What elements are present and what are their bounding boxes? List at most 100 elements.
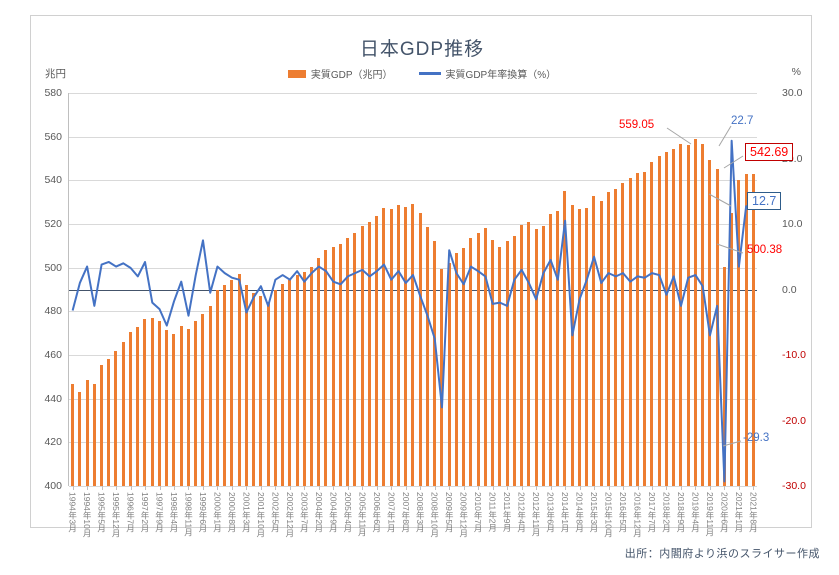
right-axis-tick-label: -20.0 <box>782 414 806 427</box>
x-axis-tick-label: 1996年7月 <box>125 492 136 533</box>
x-axis-tick-label: 2001年3月 <box>241 492 252 533</box>
bar <box>577 208 581 486</box>
bar <box>230 279 234 486</box>
x-axis-tick-mark <box>217 486 219 490</box>
gridline <box>69 136 757 138</box>
right-axis-tick-label: 10.0 <box>782 218 803 230</box>
bar <box>592 195 596 486</box>
x-axis-tick-label: 2012年11月 <box>531 492 542 537</box>
x-axis-tick-label: 2013年6月 <box>545 492 556 533</box>
x-axis-tick-mark <box>174 486 175 490</box>
bar <box>751 174 755 486</box>
x-axis-tick-mark <box>202 486 204 490</box>
x-axis-tick-label: 2015年3月 <box>589 492 600 533</box>
bar <box>411 204 415 486</box>
bar <box>360 226 364 486</box>
bar <box>476 232 480 486</box>
legend-label-line: 実質GDP年率換算（%） <box>445 70 557 81</box>
x-axis-tick-mark <box>623 486 625 490</box>
bar <box>389 208 393 486</box>
x-axis-tick-mark <box>101 486 103 490</box>
bar <box>730 213 734 486</box>
left-axis-tick-label: 420 <box>44 436 62 449</box>
x-axis-tick-label: 2010年7月 <box>473 492 484 533</box>
x-axis-tick-mark <box>116 486 118 490</box>
x-axis-tick-label: 1997年9月 <box>154 492 165 533</box>
x-axis-tick-label: 2014年1月 <box>560 492 571 533</box>
bar <box>585 207 589 486</box>
plot-area: 400 420 440 460 480 500 520 540 560 580 -30.0 -20.… <box>44 87 805 537</box>
bar <box>317 257 321 486</box>
left-axis-tick-label: 480 <box>44 305 62 318</box>
x-axis-tick-label: 2014年8月 <box>574 492 585 533</box>
bar <box>396 205 400 486</box>
chart-frame: 日本GDP推移 実質GDP（兆円） 実質GDP年率換算（%） 兆円 % 400 4… <box>30 15 812 537</box>
bar <box>527 221 531 486</box>
bar <box>99 364 103 486</box>
x-axis-tick-label: 2009年12月 <box>458 492 469 538</box>
x-axis-tick-label: 2005年4月 <box>342 492 353 533</box>
bar <box>338 243 342 486</box>
annotation-peak-gdp: 559.05 <box>619 119 655 131</box>
bar <box>194 321 198 486</box>
bar <box>288 279 292 486</box>
x-axis-tick-mark <box>289 486 291 490</box>
bar <box>310 266 313 486</box>
bar <box>223 285 227 486</box>
bar <box>744 174 748 486</box>
x-axis-tick-label: 2011年2月 <box>487 492 498 533</box>
x-axis-tick-label: 2020年6月 <box>719 492 730 533</box>
bar <box>701 144 705 486</box>
right-axis-title: % <box>791 66 801 78</box>
bar <box>737 180 741 486</box>
bar <box>266 301 270 486</box>
x-axis-tick-mark <box>246 486 248 490</box>
x-axis-tick-mark <box>72 486 74 490</box>
bar <box>628 178 632 486</box>
bar <box>215 289 219 486</box>
left-axis-title: 兆円 <box>45 68 66 80</box>
x-axis-tick-label: 2001年10月 <box>255 492 266 538</box>
bar <box>520 225 524 486</box>
x-axis-tick-label: 1999年6月 <box>197 492 208 533</box>
x-axis-tick-mark <box>434 486 436 490</box>
x-axis-tick-label: 2012年4月 <box>516 492 527 533</box>
x-axis-tick-mark <box>709 486 711 490</box>
bar <box>78 391 82 486</box>
bar <box>433 241 437 486</box>
bar <box>715 169 719 486</box>
gridline <box>69 180 757 182</box>
bar <box>462 248 466 486</box>
x-axis-tick-mark <box>565 486 567 490</box>
bar <box>346 238 350 486</box>
x-axis-tick-mark <box>304 486 306 490</box>
x-axis-tick-mark <box>318 486 320 490</box>
annotation-trough-gdp: 500.38 <box>747 244 783 256</box>
x-axis-tick-label: 2000年1月 <box>212 492 223 533</box>
bar <box>208 305 212 486</box>
x-axis-tick-label: 2021年8月 <box>748 492 759 533</box>
source-note: 出所：内閣府より浜のスライサー作成 <box>624 548 820 560</box>
x-axis-tick-mark <box>651 486 653 490</box>
bar <box>708 159 712 486</box>
bar <box>541 226 545 486</box>
x-axis-tick-label: 2019年4月 <box>690 492 701 533</box>
x-axis-tick-label: 2008年3月 <box>415 492 426 533</box>
x-axis-tick-mark <box>536 486 538 490</box>
x-axis-tick-mark <box>449 486 451 490</box>
legend-item-line: 実質GDP年率換算（%） <box>418 66 557 81</box>
x-axis-tick-mark <box>608 486 610 490</box>
legend-line-swatch-icon <box>418 72 441 75</box>
bar <box>679 144 683 486</box>
bar <box>375 216 379 486</box>
x-axis-tick-mark <box>550 486 552 490</box>
x-axis-tick-mark <box>478 486 480 490</box>
bar <box>425 227 429 486</box>
legend-bar-swatch-icon <box>287 69 306 78</box>
x-axis-tick-label: 2016年5月 <box>618 492 629 533</box>
x-axis-tick-mark <box>594 486 596 490</box>
bar <box>353 232 357 486</box>
bar <box>92 383 96 486</box>
left-axis-tick-label: 580 <box>44 87 62 99</box>
chart-title: 日本GDP推移 <box>359 39 485 60</box>
